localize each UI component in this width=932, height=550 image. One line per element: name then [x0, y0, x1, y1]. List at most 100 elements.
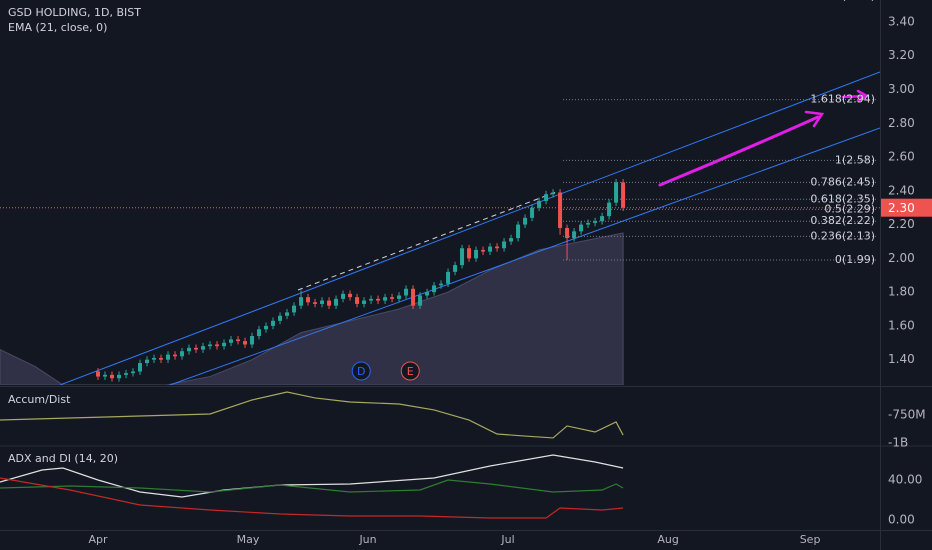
fib-label: 2.618(3.55): [810, 0, 875, 3]
candle-body: [516, 224, 521, 239]
fib-label: 0.618(2.35): [810, 192, 875, 205]
candle-body: [544, 194, 549, 201]
channel-lower: [169, 127, 880, 385]
candle-body: [131, 371, 136, 374]
x-tick-label: Apr: [88, 533, 108, 546]
candle-body: [257, 329, 262, 337]
event-label: D: [357, 365, 365, 378]
candle-body: [103, 374, 108, 377]
x-tick-label: Aug: [657, 533, 678, 546]
candle-body: [341, 293, 346, 299]
axis-layer: Apr May Jun Jul Aug Sep 1.40 1.60 1.80 2.00 2.20 2.…: [88, 0, 932, 546]
candle-body: [551, 192, 556, 195]
candle-body: [411, 288, 416, 306]
candle-body: [488, 246, 493, 252]
y-tick-label: 2.60: [888, 150, 915, 164]
channel-upper: [59, 71, 880, 385]
fib-label: 1.618(2.94): [810, 93, 875, 106]
candle-body: [614, 182, 619, 203]
candle-body: [166, 354, 171, 360]
last-price-label: 2.30: [888, 201, 915, 215]
candle-body: [404, 288, 409, 296]
candle-body: [243, 341, 248, 345]
ema-layer: [0, 232, 624, 385]
candle-body: [530, 207, 535, 218]
candle-body: [313, 302, 318, 304]
candle-body: [586, 222, 591, 225]
candle-body: [285, 312, 290, 316]
candle-body: [383, 297, 388, 301]
fib-label: 1(2.58): [835, 153, 875, 166]
y-tick-label: -750M: [888, 407, 926, 421]
candle-body: [397, 295, 402, 299]
candle-body: [439, 283, 444, 286]
candle-body: [180, 351, 185, 357]
candle-body: [145, 359, 150, 364]
ema-legend: EMA (21, close, 0): [8, 21, 107, 34]
candle-body: [425, 292, 430, 296]
y-tick-label: 3.00: [888, 82, 915, 96]
fib-label: 0.382(2.22): [810, 214, 875, 227]
candle-body: [523, 217, 528, 225]
candle-body: [187, 347, 192, 352]
x-tick-label: May: [237, 533, 260, 546]
candle-body: [432, 285, 437, 293]
y-tick-label: 1.80: [888, 285, 915, 299]
candle-body: [593, 221, 598, 223]
indicator-line: [0, 477, 624, 519]
candle-body: [390, 297, 395, 299]
candle-body: [194, 347, 199, 350]
y-tick-label: 3.20: [888, 48, 915, 62]
candle-body: [355, 297, 360, 304]
candle-body: [481, 249, 486, 252]
y-tick-label: -1B: [888, 435, 908, 449]
candle-body: [537, 200, 542, 208]
fib-label: 0(1.99): [835, 253, 875, 266]
pane-title: Accum/Dist: [8, 393, 71, 406]
candle-body: [208, 344, 213, 347]
candle-body: [579, 224, 584, 232]
x-tick-label: Jul: [500, 533, 514, 546]
candle-body: [236, 339, 241, 342]
arrow-head: [804, 110, 825, 128]
candle-body: [460, 248, 465, 266]
x-tick-label: Jun: [358, 533, 376, 546]
candle-body: [446, 271, 451, 284]
candle-body: [173, 354, 178, 357]
candle-body: [124, 373, 129, 375]
y-tick-label: 1.40: [888, 352, 915, 366]
candle-body: [117, 374, 122, 379]
y-tick-label: 3.40: [888, 14, 915, 28]
candle-body: [152, 357, 157, 360]
y-tick-label: 2.00: [888, 251, 915, 265]
candle-body: [222, 342, 227, 347]
candle-body: [453, 265, 458, 272]
ema-area: [0, 232, 624, 385]
candle-body: [600, 216, 605, 222]
y-tick-label: 40.00: [888, 473, 922, 487]
x-tick-label: Sep: [800, 533, 821, 546]
candle-body: [96, 371, 101, 377]
candle-body: [467, 248, 472, 259]
candle-body: [138, 363, 143, 372]
candle-body: [376, 298, 381, 301]
chart-title: GSD HOLDING, 1D, BIST: [8, 6, 141, 19]
candle-body: [215, 344, 220, 347]
candle-body: [369, 298, 374, 301]
candle-body: [558, 192, 563, 228]
ad-pane: [0, 391, 624, 439]
candle-body: [572, 231, 577, 239]
candle-body: [250, 336, 255, 345]
candle-body: [607, 202, 612, 217]
y-tick-label: 1.60: [888, 318, 915, 332]
event-marker: [351, 361, 371, 381]
indicator-line: [0, 391, 624, 439]
fib-label: 0.5(2.29): [824, 202, 875, 215]
last-price-tag: [881, 198, 932, 217]
event-marker: [400, 361, 420, 381]
indicator-line: [0, 479, 624, 493]
candle-body: [159, 357, 164, 360]
y-tick-label: 2.80: [888, 116, 915, 130]
